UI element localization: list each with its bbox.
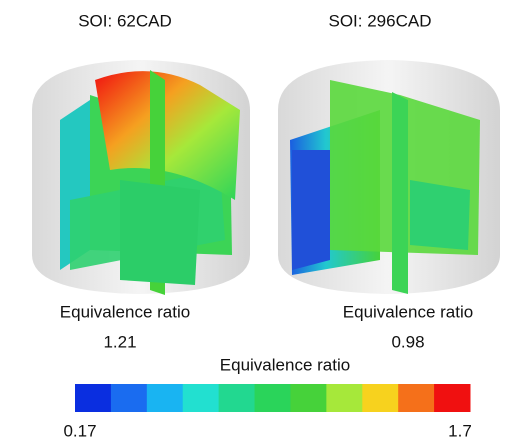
- colorbar-segment: [398, 384, 434, 412]
- colorbar-segment: [111, 384, 147, 412]
- colorbar-segment: [326, 384, 362, 412]
- panel-title: SOI: 296CAD: [329, 11, 432, 30]
- page: SOI: 62CAD SOI: 296CAD Equivalence ratio…: [0, 0, 532, 444]
- panel-value: 1.21: [103, 332, 136, 351]
- render-right: [278, 60, 500, 294]
- colorbar-title: Equivalence ratio: [220, 355, 350, 374]
- colorbar-segment: [290, 384, 326, 412]
- panel-caption: Equivalence ratio: [343, 302, 473, 321]
- colorbar-segment: [219, 384, 255, 412]
- colorbar-min: 0.17: [63, 421, 96, 440]
- colorbar-segment: [75, 384, 111, 412]
- panel-title: SOI: 62CAD: [78, 11, 172, 30]
- colorbar: [75, 384, 471, 412]
- colorbar-max: 1.7: [448, 421, 472, 440]
- render-left: [32, 60, 250, 295]
- colorbar-segment: [147, 384, 183, 412]
- colorbar-segment: [255, 384, 291, 412]
- panel-value: 0.98: [391, 332, 424, 351]
- colorbar-segment: [434, 384, 470, 412]
- figure: SOI: 62CAD SOI: 296CAD Equivalence ratio…: [0, 0, 532, 444]
- colorbar-segment: [362, 384, 398, 412]
- panel-caption: Equivalence ratio: [60, 302, 190, 321]
- colorbar-segment: [183, 384, 219, 412]
